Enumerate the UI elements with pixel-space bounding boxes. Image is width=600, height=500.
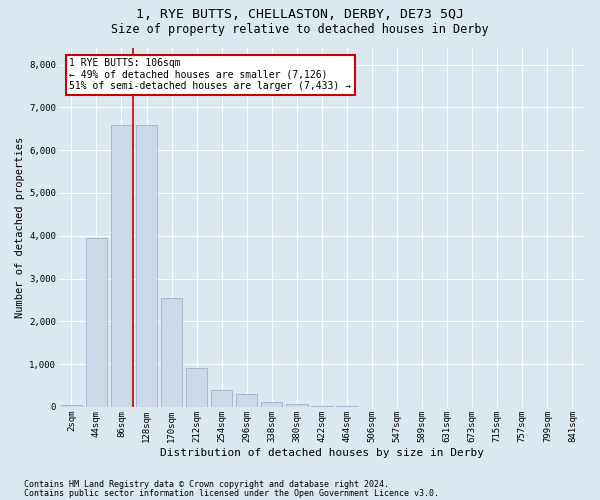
Bar bbox=[311, 406, 332, 407]
Bar bbox=[161, 298, 182, 407]
Text: 1 RYE BUTTS: 106sqm
← 49% of detached houses are smaller (7,126)
51% of semi-det: 1 RYE BUTTS: 106sqm ← 49% of detached ho… bbox=[70, 58, 352, 92]
Bar bbox=[261, 402, 283, 407]
Bar bbox=[136, 124, 157, 407]
Y-axis label: Number of detached properties: Number of detached properties bbox=[15, 136, 25, 318]
Bar bbox=[86, 238, 107, 407]
Text: Contains public sector information licensed under the Open Government Licence v3: Contains public sector information licen… bbox=[24, 489, 439, 498]
Text: Contains HM Land Registry data © Crown copyright and database right 2024.: Contains HM Land Registry data © Crown c… bbox=[24, 480, 389, 489]
X-axis label: Distribution of detached houses by size in Derby: Distribution of detached houses by size … bbox=[160, 448, 484, 458]
Text: Size of property relative to detached houses in Derby: Size of property relative to detached ho… bbox=[111, 22, 489, 36]
Bar bbox=[61, 405, 82, 407]
Bar bbox=[111, 124, 132, 407]
Bar bbox=[186, 368, 207, 407]
Bar bbox=[211, 390, 232, 407]
Text: 1, RYE BUTTS, CHELLASTON, DERBY, DE73 5QJ: 1, RYE BUTTS, CHELLASTON, DERBY, DE73 5Q… bbox=[136, 8, 464, 20]
Bar bbox=[236, 394, 257, 407]
Bar bbox=[286, 404, 308, 407]
